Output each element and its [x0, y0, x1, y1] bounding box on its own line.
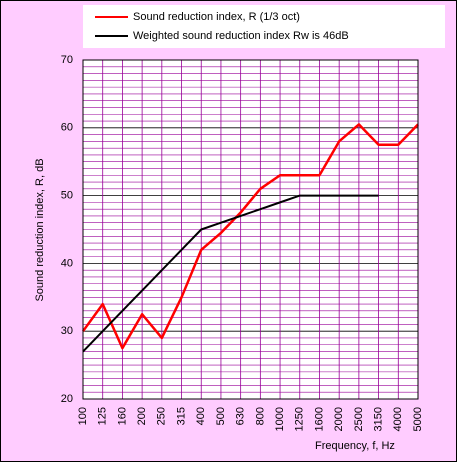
- y-tick-label: 20: [61, 393, 73, 405]
- x-tick-label: 160: [116, 407, 128, 425]
- y-axis-label: Sound reduction index, R, dB: [34, 158, 46, 301]
- x-tick-label: 4000: [392, 407, 404, 431]
- legend-box: [83, 5, 445, 48]
- x-tick-label: 3150: [372, 407, 384, 431]
- series-line: [82, 194, 379, 353]
- y-tick-label: 40: [61, 257, 73, 269]
- plot-border: [82, 59, 419, 400]
- x-tick-label: 2000: [333, 407, 345, 431]
- legend-label: Weighted sound reduction index Rw is 46d…: [133, 30, 349, 42]
- x-axis-label: Frequency, f, Hz: [315, 440, 395, 452]
- y-tick-label: 60: [61, 122, 73, 134]
- x-tick-label: 400: [195, 407, 207, 425]
- x-tick-label: 500: [215, 407, 227, 425]
- y-tick-label: 30: [61, 325, 73, 337]
- x-tick-label: 1600: [313, 407, 325, 431]
- series-line: [81, 123, 419, 350]
- x-tick-label: 630: [235, 407, 247, 425]
- x-tick-label: 125: [97, 407, 109, 425]
- x-tick-label: 1000: [274, 407, 286, 431]
- x-tick-label: 200: [136, 407, 148, 425]
- x-tick-label: 100: [77, 407, 89, 425]
- x-tick-label: 1250: [294, 407, 306, 431]
- y-tick-label: 50: [61, 190, 73, 202]
- legend-label: Sound reduction index, R (1/3 oct): [133, 11, 300, 23]
- x-tick-label: 5000: [412, 407, 424, 431]
- x-tick-label: 2500: [353, 407, 365, 431]
- marks: [81, 123, 419, 353]
- x-tick-label: 800: [254, 407, 266, 425]
- y-tick-label: 70: [61, 54, 73, 66]
- x-tick-label: 315: [175, 407, 187, 425]
- x-tick-label: 250: [156, 407, 168, 425]
